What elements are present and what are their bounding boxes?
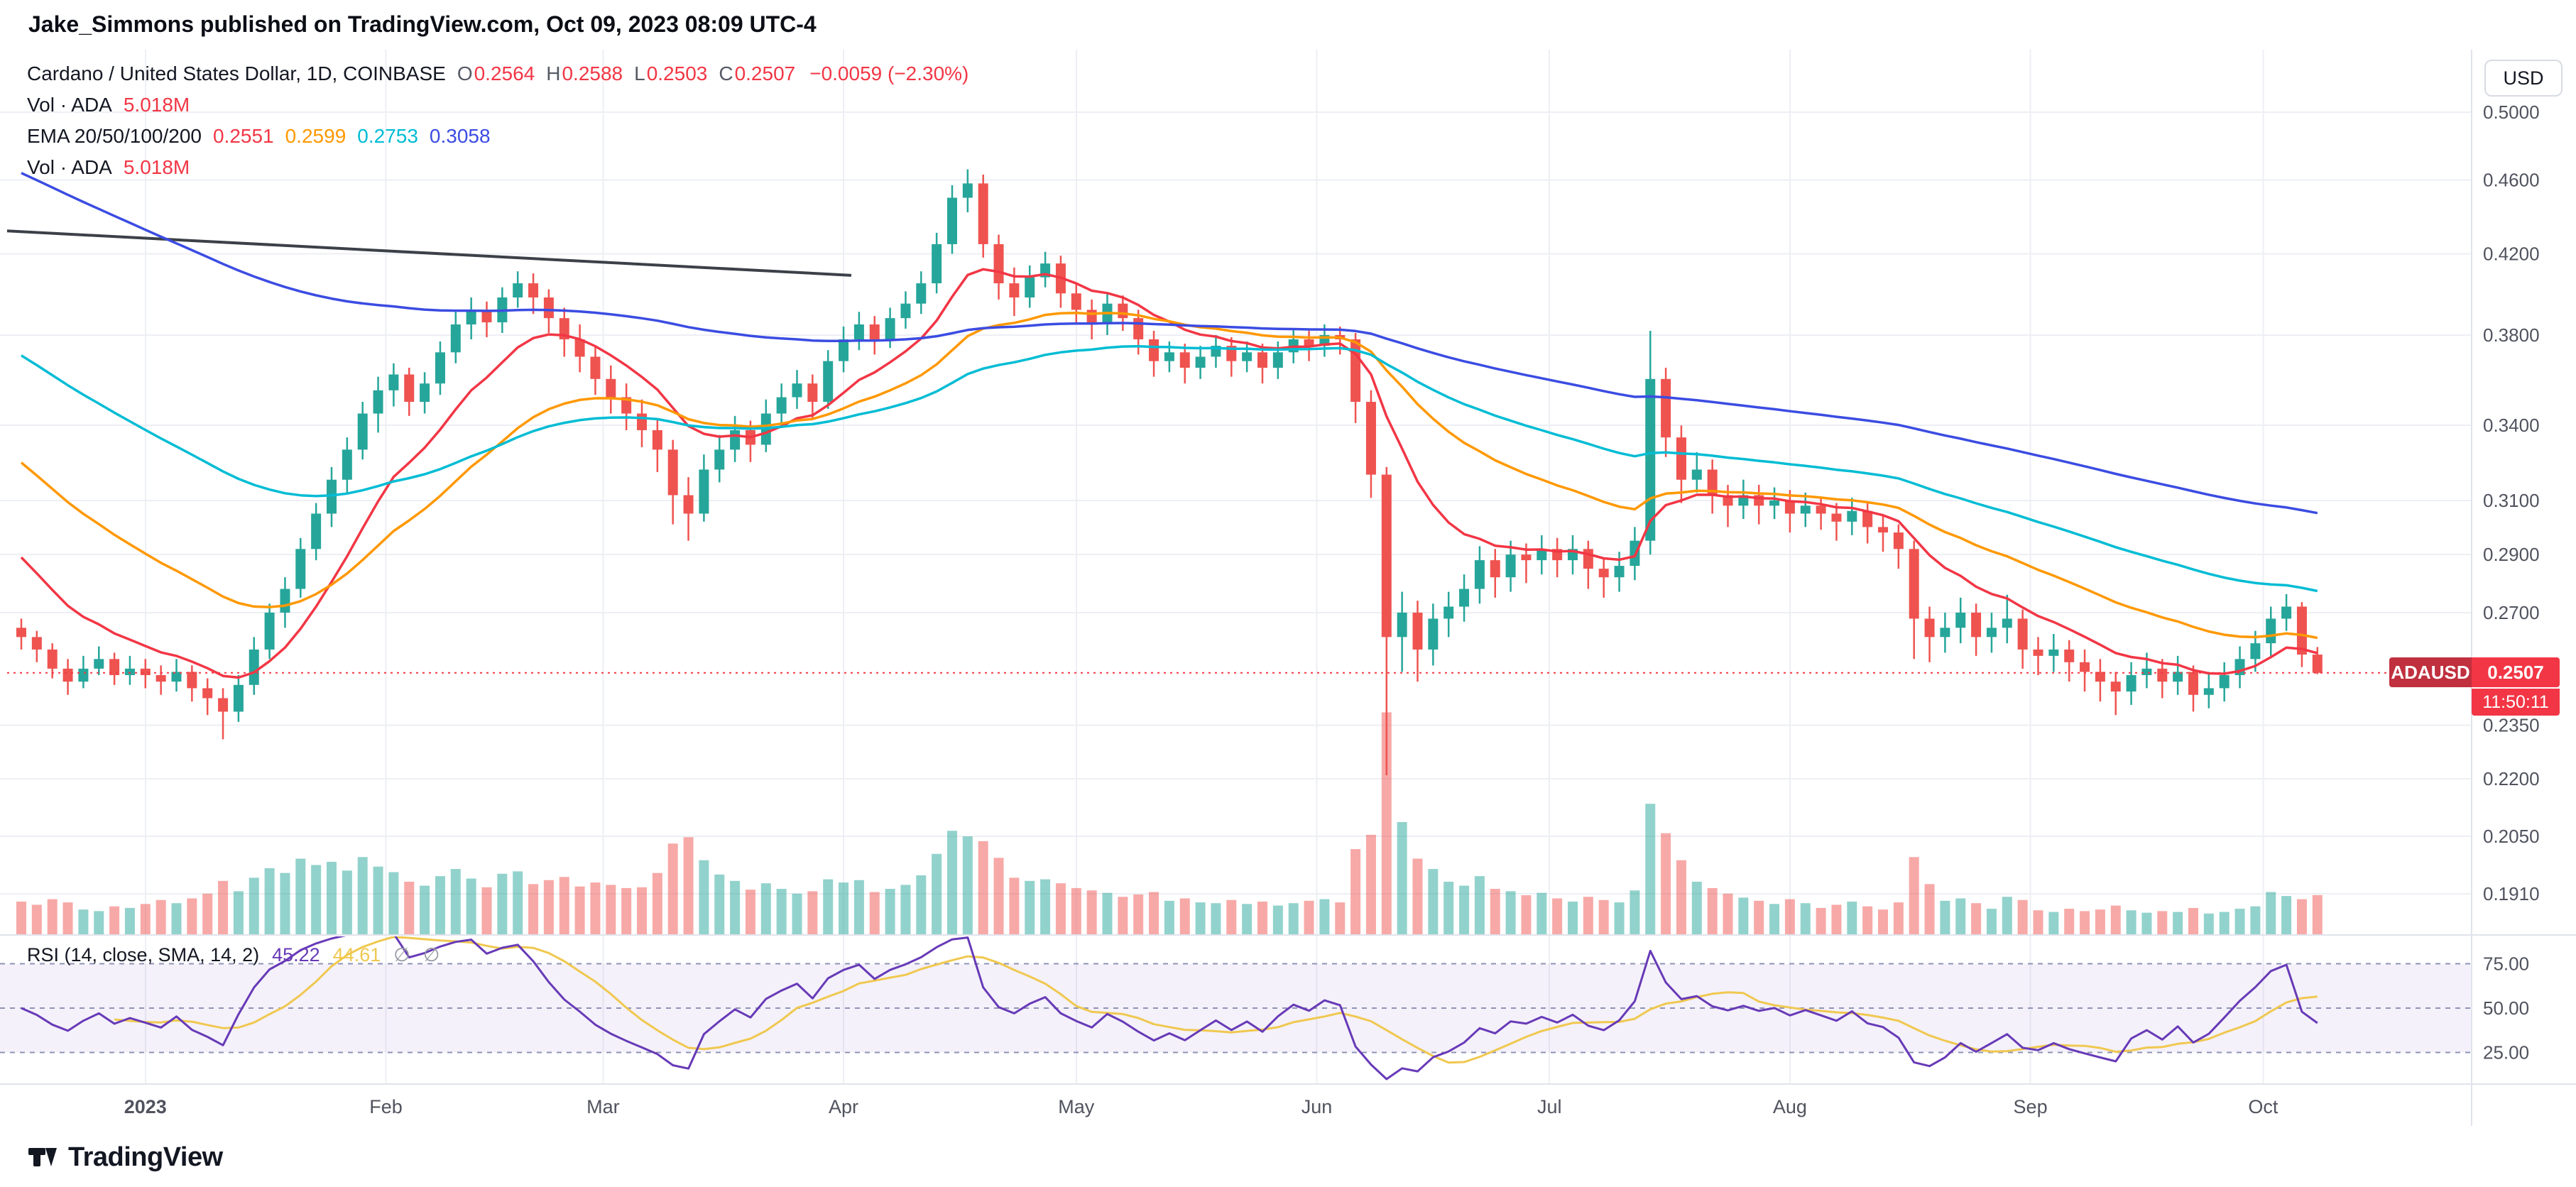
- ema-100-line[interactable]: [21, 344, 2318, 593]
- tag-price: 0.2507: [2472, 657, 2560, 687]
- svg-text:0.1910: 0.1910: [2483, 883, 2540, 904]
- price-tag-row: ADAUSD 0.2507: [2389, 657, 2560, 687]
- svg-text:Sep: Sep: [2014, 1096, 2048, 1117]
- svg-text:0.4200: 0.4200: [2483, 243, 2540, 264]
- svg-text:Aug: Aug: [1773, 1096, 1807, 1117]
- rsi-pane: [21, 934, 2318, 1081]
- svg-text:0.3800: 0.3800: [2483, 324, 2540, 346]
- time-axis[interactable]: [0, 1084, 2472, 1126]
- chart-plot-area[interactable]: [0, 50, 2472, 1084]
- svg-text:Jul: Jul: [1537, 1096, 1562, 1117]
- volume-indicator-label[interactable]: Vol · ADA: [27, 94, 112, 116]
- svg-text:0.5000: 0.5000: [2483, 102, 2540, 123]
- svg-text:0.3100: 0.3100: [2483, 490, 2540, 511]
- volume-value: 5.018M: [123, 94, 190, 116]
- ema-50-value: 0.2599: [285, 125, 346, 147]
- svg-text:0.3400: 0.3400: [2483, 415, 2540, 436]
- rsi-band: [0, 963, 2472, 1054]
- svg-text:0.2200: 0.2200: [2483, 768, 2540, 789]
- rsi-indicator-label[interactable]: RSI (14, close, SMA, 14, 2): [27, 944, 260, 966]
- ohlc-high: H 0.2588: [546, 62, 623, 84]
- ema-row: EMA 20/50/100/200 0.2551 0.2599 0.2753 0…: [27, 125, 968, 148]
- svg-text:0.2350: 0.2350: [2483, 715, 2540, 736]
- ema-100-value: 0.2753: [357, 125, 418, 147]
- tag-symbol: ADAUSD: [2389, 657, 2472, 687]
- svg-text:0.2050: 0.2050: [2483, 826, 2540, 847]
- rsi-sma-value: 44.61: [332, 944, 381, 966]
- footer: TradingView: [27, 1142, 223, 1173]
- price-axis[interactable]: [2472, 50, 2576, 1126]
- svg-text:50.00: 50.00: [2483, 997, 2529, 1019]
- symbol-legend: Cardano / United States Dollar, 1D, COIN…: [27, 62, 968, 179]
- svg-text:Jun: Jun: [1301, 1096, 1333, 1117]
- svg-text:Mar: Mar: [586, 1096, 620, 1117]
- volume-value-2: 5.018M: [123, 156, 190, 178]
- svg-text:Oct: Oct: [2248, 1096, 2278, 1117]
- rsi-empty-value-icon: ∅: [393, 944, 410, 966]
- time-axis-labels: 2023 Feb Mar Apr May Jun Jul Aug Sep Oct: [124, 1096, 2278, 1117]
- grid: [0, 50, 2472, 1084]
- ohlc-close: C 0.2507: [719, 62, 796, 84]
- brand-wordmark[interactable]: TradingView: [68, 1142, 223, 1172]
- ohlc-change: −0.0059 (−2.30%): [809, 62, 969, 84]
- rsi-empty-value-icon-2: ∅: [422, 944, 440, 966]
- price-axis-labels: 0.5000 0.4600 0.4200 0.3800 0.3400 0.3100 0.29…: [2483, 102, 2540, 1063]
- countdown-row: 11:50:11: [2472, 687, 2560, 716]
- symbol-ohlc-row: Cardano / United States Dollar, 1D, COIN…: [27, 62, 968, 85]
- last-price-axis-tag: ADAUSD 0.2507 11:50:11: [2389, 657, 2560, 716]
- rsi-line[interactable]: [21, 934, 2318, 1081]
- svg-text:0.2900: 0.2900: [2483, 544, 2540, 565]
- symbol-title[interactable]: Cardano / United States Dollar, 1D, COIN…: [27, 62, 446, 84]
- rsi-value: 45.22: [272, 944, 320, 966]
- ema-20-value: 0.2551: [212, 125, 274, 147]
- svg-text:0.4600: 0.4600: [2483, 169, 2540, 190]
- svg-text:Apr: Apr: [829, 1096, 858, 1117]
- tradingview-logo-icon[interactable]: [27, 1142, 58, 1173]
- ohlc-open: O 0.2564: [457, 62, 535, 84]
- volume-row-1: Vol · ADA 5.018M: [27, 94, 968, 116]
- publish-byline: Jake_Simmons published on TradingView.co…: [28, 11, 817, 37]
- svg-text:2023: 2023: [124, 1096, 167, 1117]
- trendline[interactable]: [6, 229, 852, 277]
- rsi-legend: RSI (14, close, SMA, 14, 2) 45.22 44.61 …: [27, 944, 440, 966]
- svg-text:Feb: Feb: [369, 1096, 403, 1117]
- svg-text:0.2700: 0.2700: [2483, 602, 2540, 623]
- volume-row-2: Vol · ADA 5.018M: [27, 156, 968, 179]
- ema-200-line[interactable]: [21, 172, 2318, 515]
- volume-bars: [16, 712, 2323, 935]
- ema-200-value: 0.3058: [429, 125, 491, 147]
- svg-text:75.00: 75.00: [2483, 953, 2529, 975]
- currency-unit-button[interactable]: USD: [2484, 60, 2563, 97]
- ema-50-line[interactable]: [20, 312, 2318, 640]
- volume-indicator-label-2[interactable]: Vol · ADA: [27, 156, 112, 178]
- ohlc-low: L 0.2503: [634, 62, 708, 84]
- svg-text:25.00: 25.00: [2483, 1042, 2529, 1063]
- svg-text:May: May: [1058, 1096, 1095, 1117]
- ema-indicator-label[interactable]: EMA 20/50/100/200: [27, 125, 202, 147]
- rsi-sma-line[interactable]: [114, 936, 2318, 1064]
- tag-countdown: 11:50:11: [2472, 689, 2560, 716]
